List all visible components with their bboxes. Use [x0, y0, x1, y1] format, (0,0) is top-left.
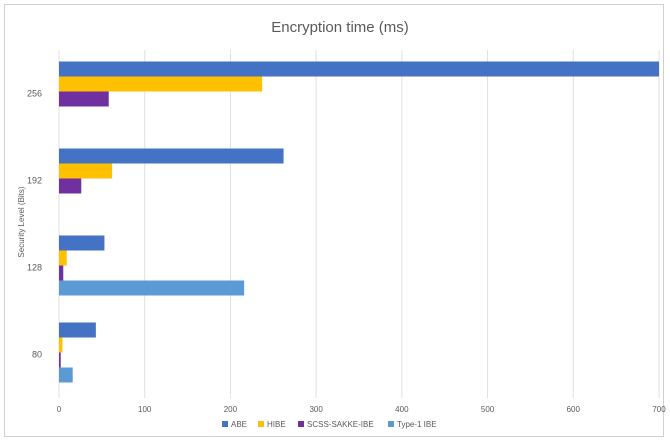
- legend-label: HIBE: [267, 420, 286, 429]
- gridlines: [58, 50, 660, 398]
- category-label: 80: [32, 350, 42, 360]
- category-label: 192: [27, 176, 42, 186]
- bar: [59, 352, 61, 368]
- bar: [59, 235, 105, 251]
- y-axis-label: Security Level (Bits): [17, 186, 26, 257]
- bar: [59, 178, 82, 194]
- category-label: 128: [27, 263, 42, 273]
- bar: [59, 163, 113, 179]
- x-tick-label: 500: [481, 405, 495, 414]
- bar: [59, 322, 96, 338]
- bar: [59, 280, 245, 296]
- bar: [59, 265, 64, 281]
- bar: [59, 250, 67, 266]
- legend-label: ABE: [231, 420, 247, 429]
- legend-swatch: [388, 421, 394, 427]
- bar: [59, 148, 284, 164]
- x-tick-label: 300: [309, 405, 323, 414]
- x-tick-label: 600: [567, 405, 581, 414]
- x-tick-label: 100: [138, 405, 152, 414]
- x-tick-label: 200: [224, 405, 238, 414]
- legend-swatch: [222, 421, 228, 427]
- bar: [59, 76, 263, 92]
- x-tick-labels: 0 100 200 300 400 500 600 700: [57, 405, 666, 414]
- category-labels: 256 192 128 80: [27, 89, 42, 360]
- x-tick-label: 700: [652, 405, 666, 414]
- legend: ABE HIBE SCSS-SAKKE-IBE Type-1 IBE: [222, 420, 437, 429]
- x-tick-label: 400: [395, 405, 409, 414]
- legend-label: SCSS-SAKKE-IBE: [307, 420, 374, 429]
- legend-label: Type-1 IBE: [397, 420, 437, 429]
- legend-swatch: [258, 421, 264, 427]
- bars: [59, 61, 659, 383]
- chart-title: Encryption time (ms): [271, 19, 409, 36]
- category-label: 256: [27, 89, 42, 99]
- bar: [59, 337, 63, 353]
- bar: [59, 91, 109, 107]
- legend-swatch: [298, 421, 304, 427]
- x-tick-label: 0: [57, 405, 62, 414]
- bar: [59, 61, 659, 77]
- bar: [59, 367, 73, 383]
